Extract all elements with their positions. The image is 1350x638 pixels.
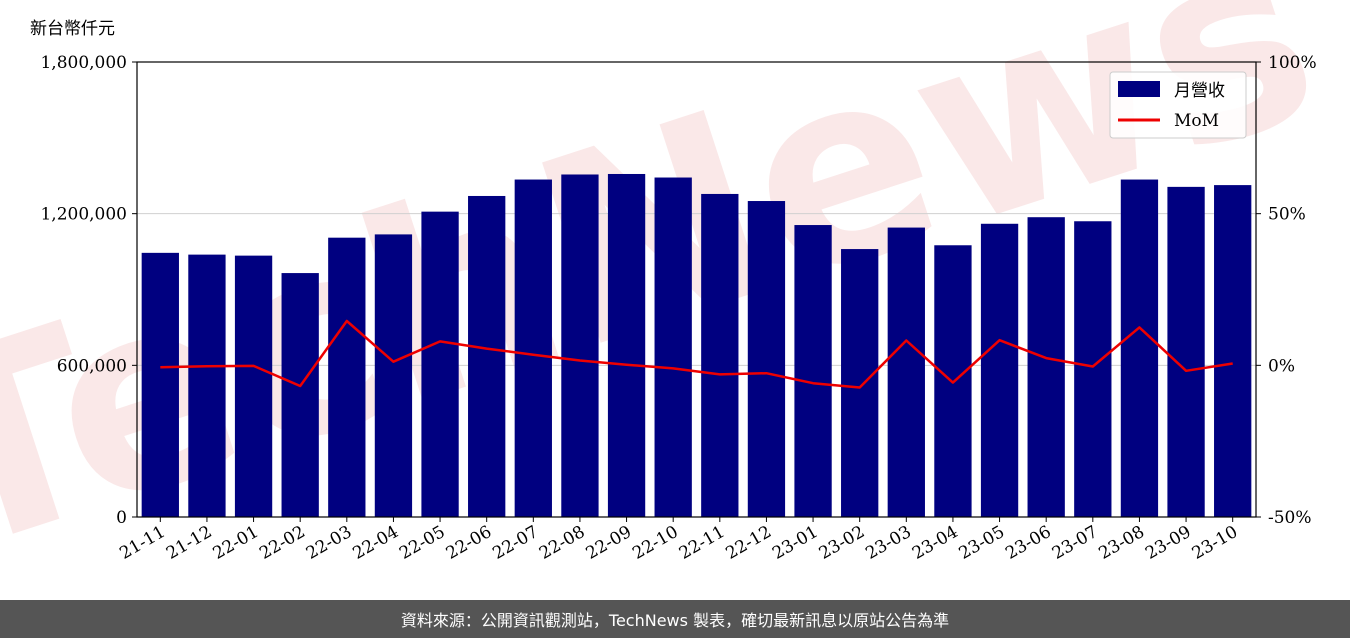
x-tick-label: 22-06 (443, 522, 495, 564)
x-tick-label: 23-02 (816, 522, 868, 564)
y-left-tick-label: 0 (116, 508, 127, 528)
legend-label-revenue: 月營收 (1174, 81, 1225, 101)
bar (887, 227, 925, 517)
bar-series (141, 173, 1252, 518)
legend: 月營收 MoM (1109, 71, 1247, 139)
x-tick-label: 22-05 (396, 522, 448, 564)
x-tick-label: 22-07 (489, 522, 541, 564)
bar (1027, 217, 1065, 517)
x-tick-label: 23-03 (862, 522, 914, 564)
bar (561, 174, 599, 517)
x-tick-label: 21-11 (116, 522, 168, 564)
x-tick-label: 22-09 (583, 522, 635, 564)
y-right-tick-label: 0% (1268, 356, 1295, 376)
bar (281, 273, 319, 517)
x-tick-label: 22-04 (349, 522, 401, 564)
y-right-tick-label: 50% (1268, 205, 1306, 225)
y-left-tick-label: 1,200,000 (40, 205, 127, 225)
bar (794, 225, 832, 517)
bar (374, 234, 413, 517)
x-tick-label: 22-08 (536, 522, 588, 564)
bar (188, 254, 226, 517)
x-tick-label: 22-03 (303, 522, 355, 564)
y-left-tick-label: 600,000 (57, 356, 127, 376)
bar (607, 173, 646, 517)
x-tick-label: 21-12 (163, 522, 215, 564)
bar (980, 223, 1019, 517)
y-right-tick-label: -50% (1268, 508, 1312, 528)
source-footer-text: 資料來源：公開資訊觀測站，TechNews 製表，確切最新訊息以原站公告為準 (400, 611, 950, 630)
bar (654, 177, 692, 517)
bar (747, 201, 786, 517)
legend-swatch-bar (1118, 81, 1160, 97)
bar (328, 237, 366, 518)
x-tick-label: 23-10 (1189, 522, 1241, 564)
chart: 0 600,000 1,200,000 1,800,000 -50% 0% 50% 100% 2… (40, 53, 1317, 564)
x-tick-label: 22-12 (722, 522, 774, 564)
x-tick-label: 23-04 (909, 522, 961, 564)
y-axis-unit-label: 新台幣仟元 (30, 19, 115, 39)
bar (468, 195, 506, 517)
bar (841, 249, 879, 518)
plot-frame (136, 61, 1257, 518)
bar (421, 211, 459, 517)
bar (141, 252, 179, 517)
bar (1167, 186, 1205, 517)
line-series (160, 319, 1233, 389)
x-tick-label: 22-10 (629, 522, 681, 564)
x-tick-label: 23-01 (769, 522, 821, 564)
x-tick-label: 22-02 (256, 522, 308, 564)
source-footer: 資料來源：公開資訊觀測站，TechNews 製表，確切最新訊息以原站公告為準 (0, 600, 1350, 638)
grid-layer (137, 213, 1256, 366)
bar (1074, 221, 1112, 517)
bar (1214, 185, 1252, 517)
x-tick-label: 23-09 (1142, 522, 1194, 564)
bar (234, 255, 273, 517)
y-right-tick-label: 100% (1268, 53, 1317, 73)
bar (514, 179, 552, 517)
mom-line (160, 319, 1233, 389)
x-tick-label: 22-11 (676, 522, 728, 564)
x-tick-label: 23-07 (1049, 522, 1101, 564)
x-tick-label: 22-01 (210, 522, 262, 564)
x-tick-label: 23-05 (956, 522, 1008, 564)
x-tick-label: 23-06 (1002, 522, 1054, 564)
y-left-tick-label: 1,800,000 (40, 53, 127, 73)
bar (1120, 179, 1159, 517)
legend-label-mom: MoM (1174, 111, 1219, 131)
bar (701, 193, 739, 517)
x-tick-label: 23-08 (1095, 522, 1147, 564)
